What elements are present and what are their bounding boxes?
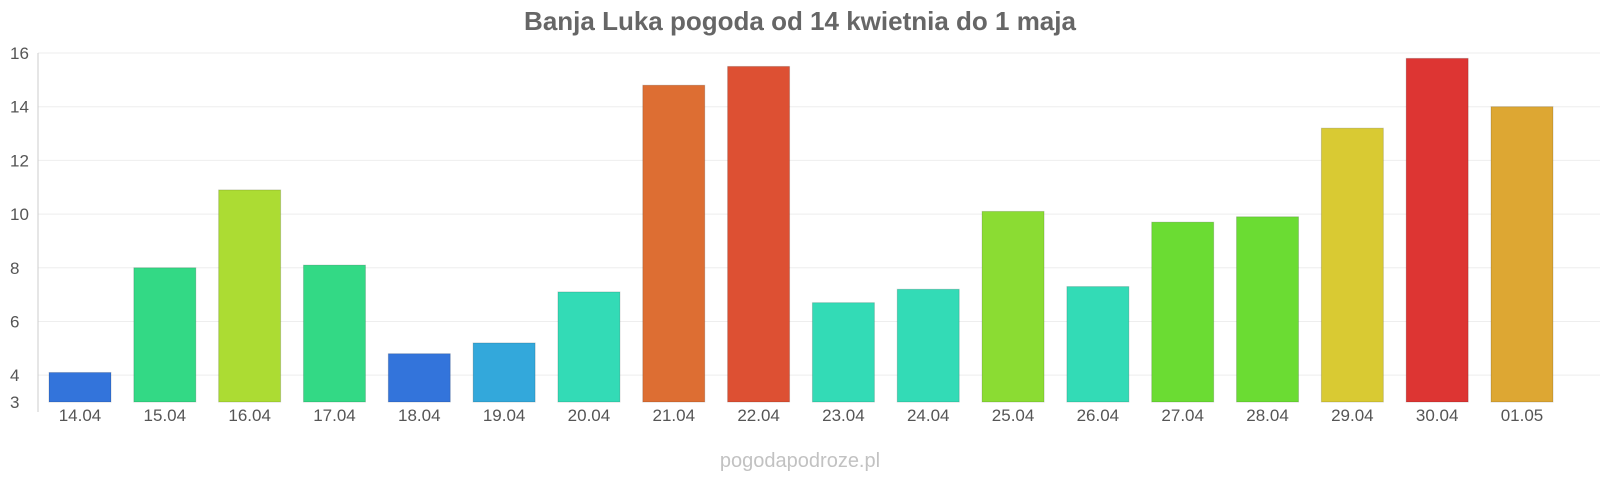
watermark: pogodapodroze.pl (719, 450, 881, 472)
x-tick-label: 23.04 (822, 406, 865, 425)
y-tick-label: 3 (10, 393, 19, 412)
x-tick-label: 26.04 (1077, 406, 1120, 425)
x-tick-label: 30.04 (1416, 406, 1459, 425)
y-tick-label: 8 (10, 259, 19, 278)
bar (472, 342, 536, 403)
bar (1151, 221, 1215, 403)
y-axis: 3 4 6 8 10 12 14 16 (10, 44, 39, 412)
x-tick-label: 17.04 (313, 406, 356, 425)
y-tick-label: 12 (10, 151, 29, 170)
x-tick-label: 28.04 (1246, 406, 1289, 425)
bar (727, 65, 791, 403)
bar (896, 288, 960, 403)
x-tick-label: 14.04 (59, 406, 102, 425)
bars (48, 57, 1554, 403)
bar (981, 210, 1045, 403)
bar (811, 302, 875, 403)
x-tick-label: 24.04 (907, 406, 950, 425)
y-tick-label: 14 (10, 98, 29, 117)
x-tick-label: 20.04 (568, 406, 611, 425)
bar (302, 264, 366, 403)
y-tick-label: 10 (10, 205, 29, 224)
bar (218, 189, 282, 403)
x-tick-label: 27.04 (1161, 406, 1204, 425)
bar (1066, 286, 1130, 403)
x-tick-label: 22.04 (737, 406, 780, 425)
y-tick-label: 4 (10, 366, 19, 385)
x-tick-label: 29.04 (1331, 406, 1374, 425)
x-tick-label: 21.04 (652, 406, 695, 425)
x-tick-label: 01.05 (1501, 406, 1544, 425)
bar (642, 84, 706, 403)
x-tick-label: 16.04 (228, 406, 271, 425)
bar (387, 353, 451, 403)
y-tick-label: 6 (10, 312, 19, 331)
x-tick-label: 19.04 (483, 406, 526, 425)
bar (1236, 216, 1300, 403)
x-tick-label: 18.04 (398, 406, 441, 425)
bar (48, 371, 112, 403)
bar (1490, 106, 1554, 403)
bar (133, 267, 197, 403)
x-tick-label: 15.04 (144, 406, 187, 425)
x-tick-label: 25.04 (992, 406, 1035, 425)
chart-title: Banja Luka pogoda od 14 kwietnia do 1 ma… (524, 6, 1076, 36)
y-tick-label: 16 (10, 44, 29, 63)
bar (557, 291, 621, 403)
bar (1405, 57, 1469, 403)
bar (1320, 127, 1384, 403)
x-axis: 14.04 15.04 16.04 17.04 18.04 19.04 20.04 21.04… (59, 406, 1544, 425)
